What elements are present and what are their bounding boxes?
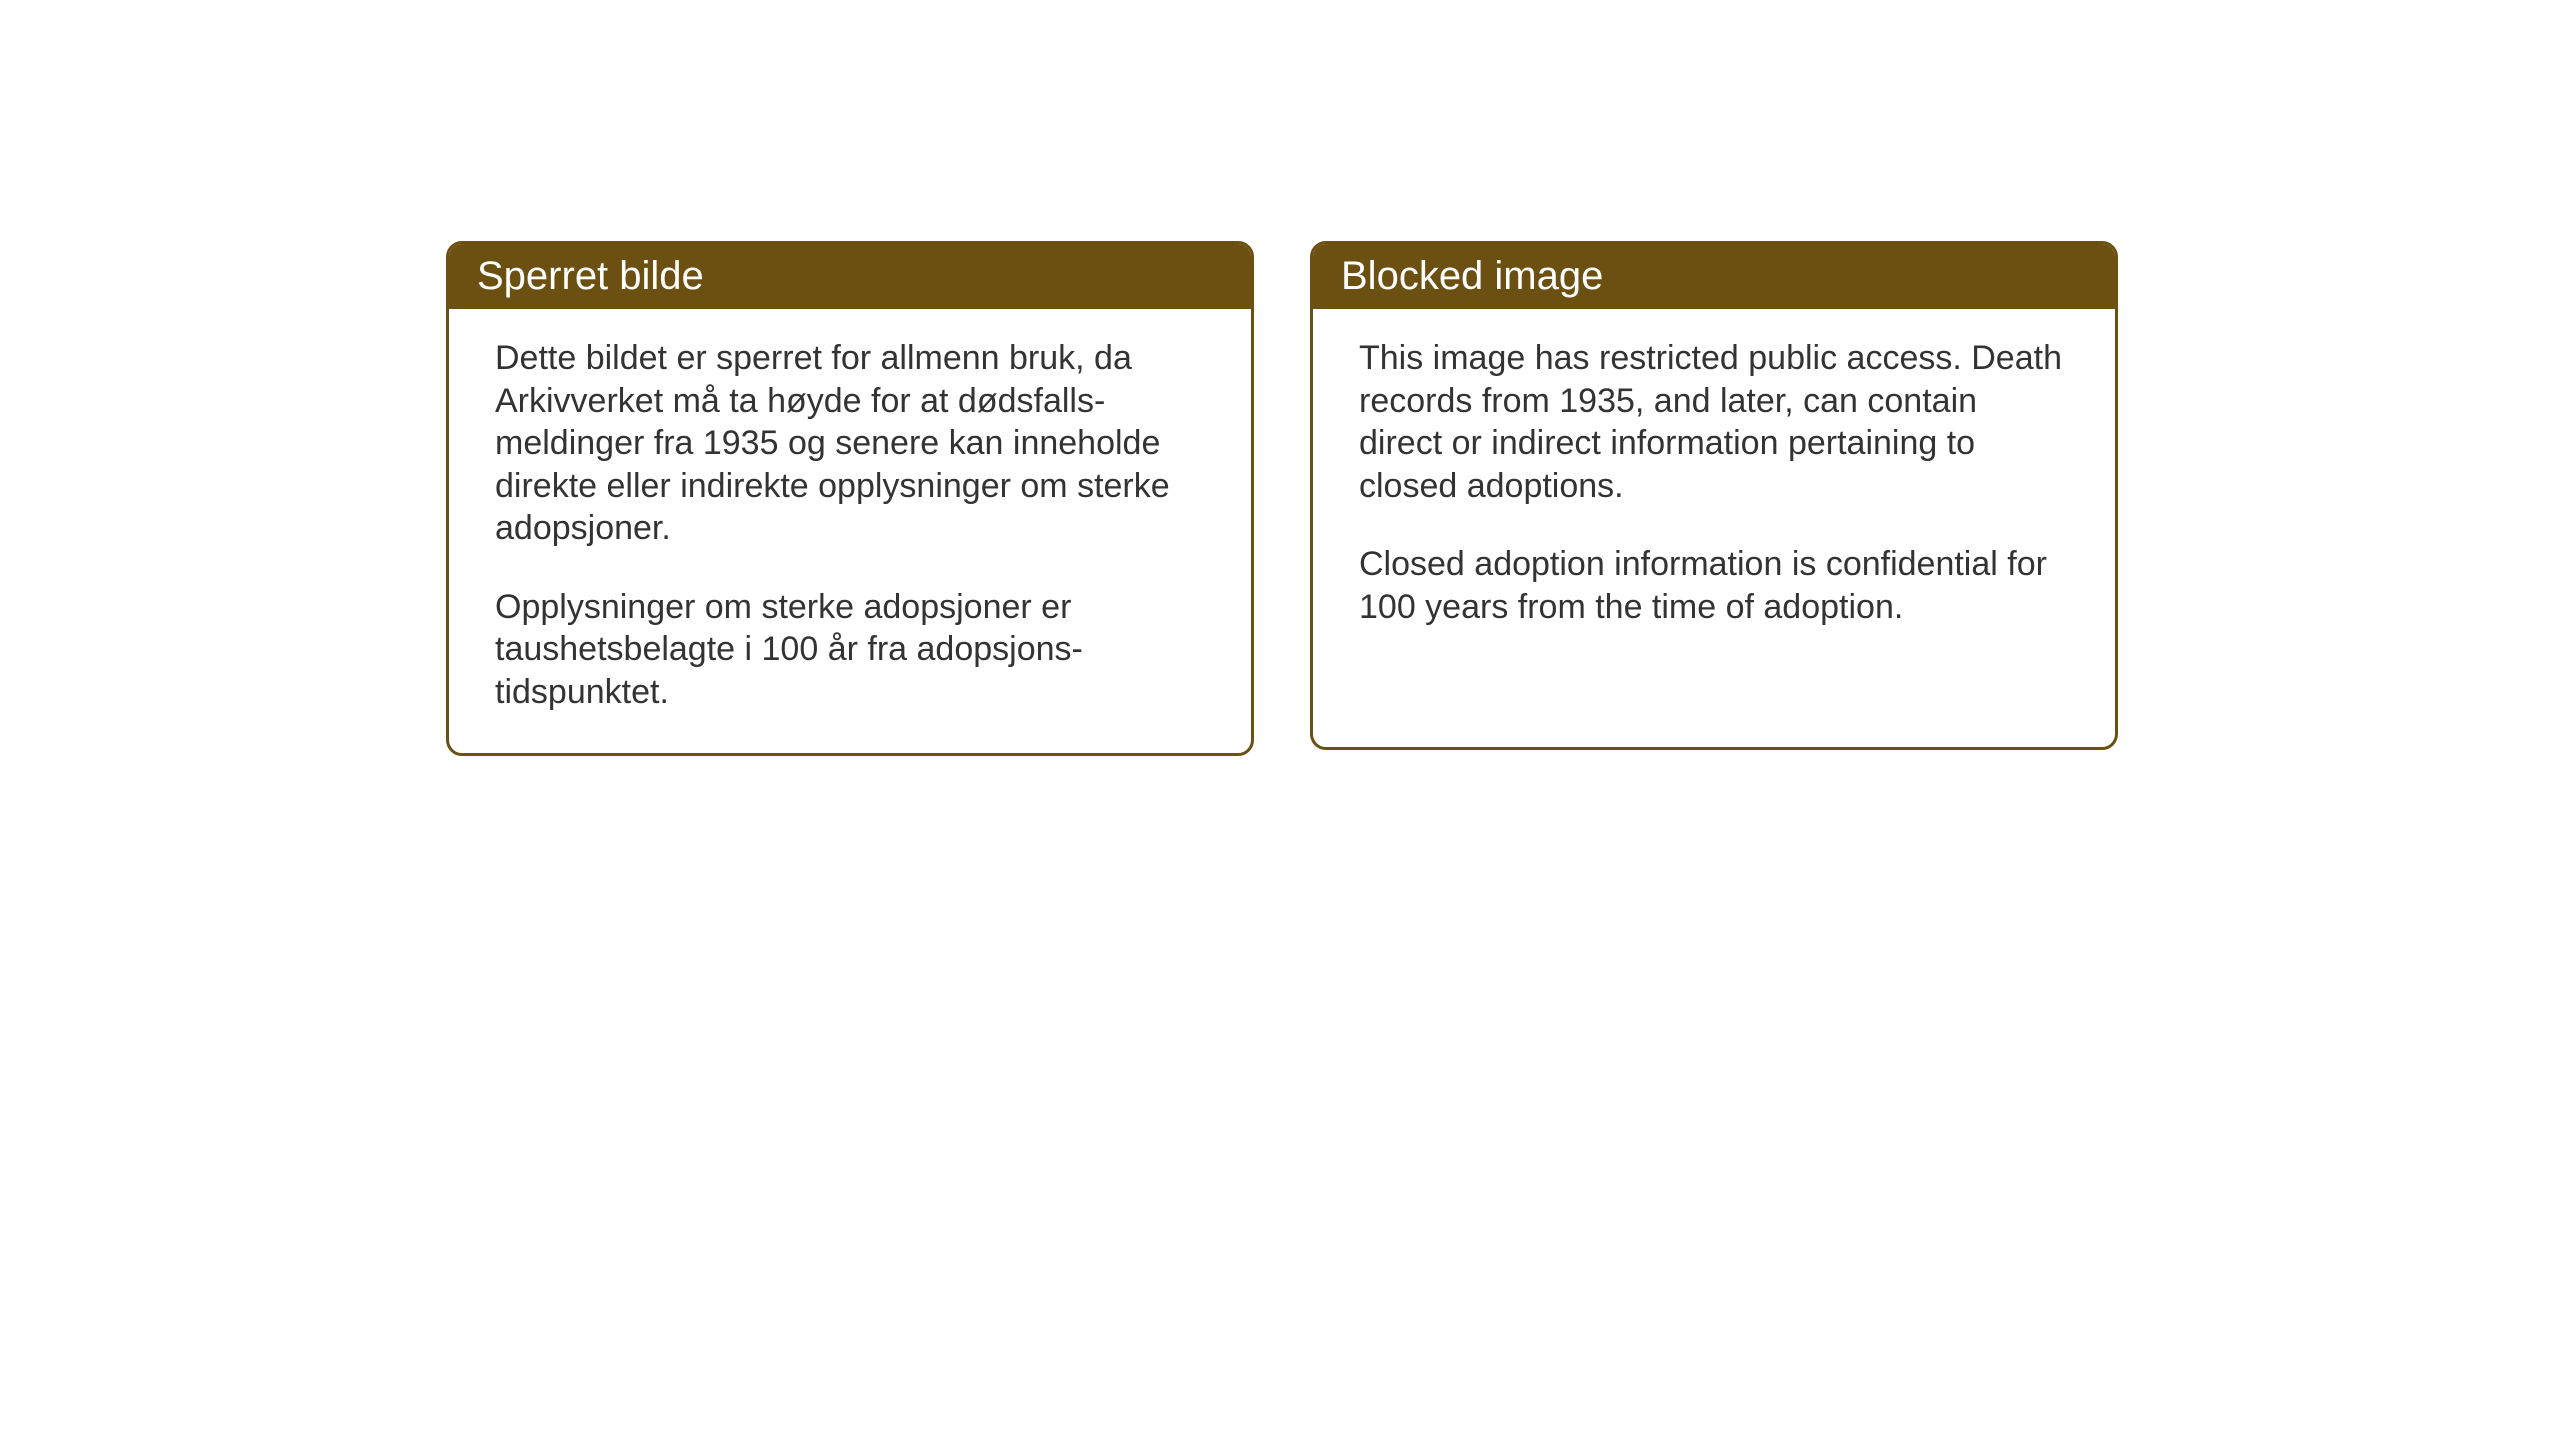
card-paragraph-norwegian-2: Opplysninger om sterke adopsjoner er tau… xyxy=(495,586,1205,714)
card-body-english: This image has restricted public access.… xyxy=(1313,309,2115,668)
blocked-image-card-english: Blocked image This image has restricted … xyxy=(1310,241,2118,750)
card-header-norwegian: Sperret bilde xyxy=(449,244,1251,309)
card-paragraph-english-2: Closed adoption information is confident… xyxy=(1359,543,2069,628)
card-header-english: Blocked image xyxy=(1313,244,2115,309)
card-paragraph-norwegian-1: Dette bildet er sperret for allmenn bruk… xyxy=(495,337,1205,550)
cards-container: Sperret bilde Dette bildet er sperret fo… xyxy=(446,241,2118,756)
card-title-norwegian: Sperret bilde xyxy=(477,254,704,298)
card-paragraph-english-1: This image has restricted public access.… xyxy=(1359,337,2069,507)
card-body-norwegian: Dette bildet er sperret for allmenn bruk… xyxy=(449,309,1251,753)
blocked-image-card-norwegian: Sperret bilde Dette bildet er sperret fo… xyxy=(446,241,1254,756)
card-title-english: Blocked image xyxy=(1341,254,1603,298)
